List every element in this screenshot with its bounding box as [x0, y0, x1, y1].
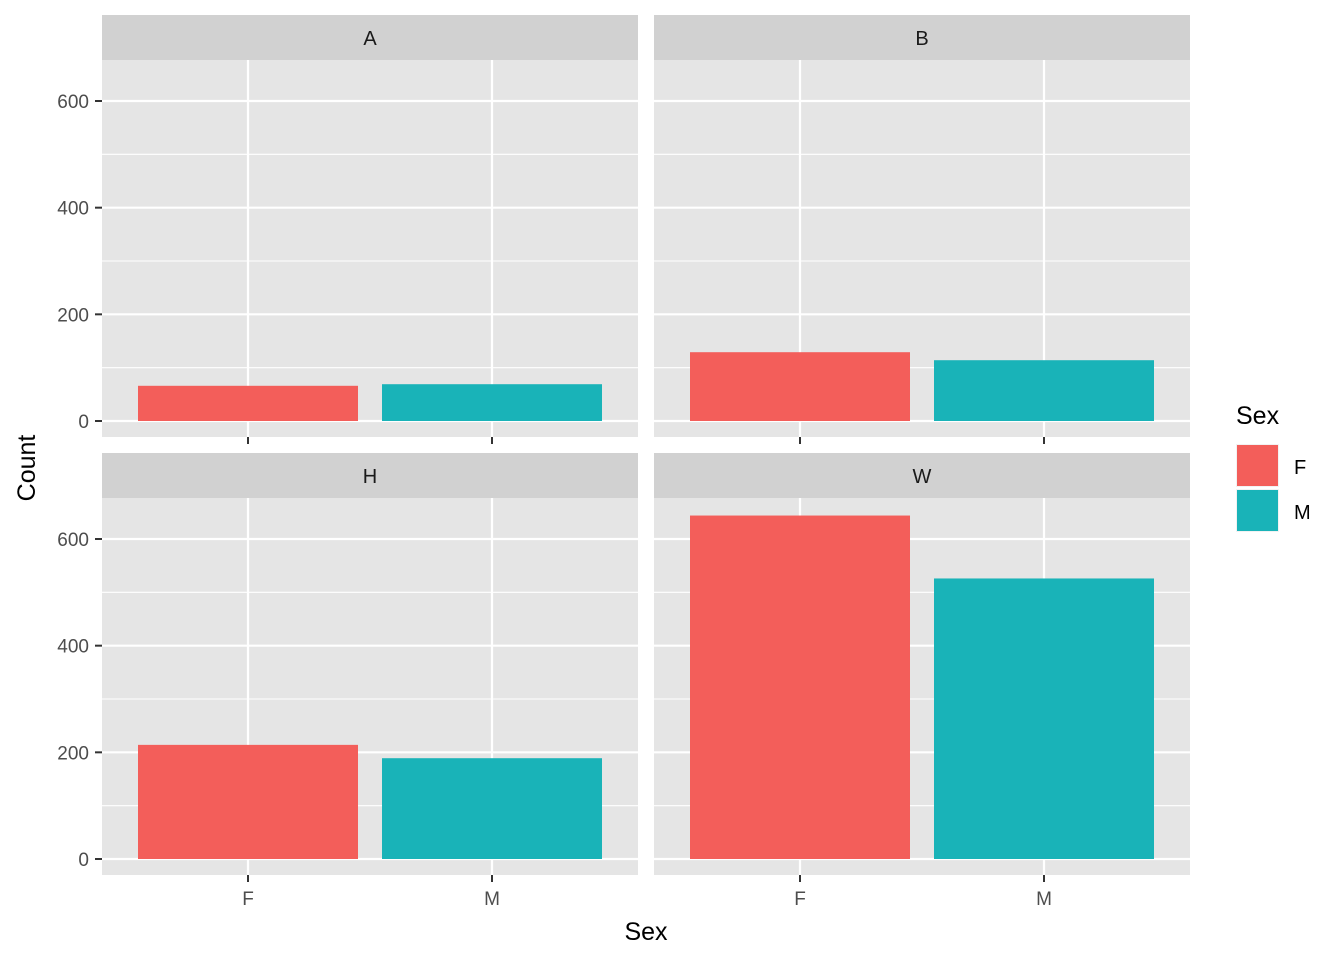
y-tick-label: 600	[57, 530, 89, 551]
y-axis-title: Count	[13, 435, 41, 502]
y-tick-label: 600	[57, 92, 89, 113]
facet-strip	[102, 15, 638, 60]
facet-strip-label: H	[363, 466, 377, 488]
bar-b-f	[690, 352, 910, 421]
facet-panel-a: A	[102, 15, 638, 437]
y-tick-label: 400	[57, 199, 89, 220]
panel-background	[102, 60, 638, 437]
facet-panel-w: W	[654, 453, 1190, 875]
axes: 0 200 400 600 0 200 400 600 F M F M	[57, 92, 1052, 910]
bar-w-m	[934, 578, 1154, 859]
legend-key-m	[1237, 490, 1278, 531]
x-tick-label: M	[1036, 889, 1052, 910]
x-tick-label: F	[242, 889, 254, 910]
facet-strip	[654, 15, 1190, 60]
legend-title: Sex	[1236, 402, 1280, 430]
facet-strip-label: A	[363, 28, 377, 50]
facet-panel-h: H	[102, 453, 638, 875]
facet-strip-label: W	[913, 466, 932, 488]
facet-strip-label: B	[915, 28, 928, 50]
x-axis-title: Sex	[624, 918, 668, 946]
bar-w-f	[690, 515, 910, 859]
x-tick-label: F	[794, 889, 806, 910]
y-tick-label: 0	[78, 850, 89, 871]
facet-strip	[654, 453, 1190, 498]
legend-label: M	[1294, 502, 1311, 524]
x-tick-label: M	[484, 889, 500, 910]
facet-panel-b: B	[654, 15, 1190, 437]
legend-key-f	[1237, 445, 1278, 486]
y-tick-label: 200	[57, 743, 89, 764]
legend: Sex F M	[1236, 402, 1311, 532]
bar-h-m	[382, 758, 602, 859]
legend-label: F	[1294, 457, 1306, 479]
panels: A B H W	[102, 15, 1190, 875]
facet-strip	[102, 453, 638, 498]
bar-b-m	[934, 360, 1154, 421]
y-tick-label: 400	[57, 637, 89, 658]
bar-a-f	[138, 385, 358, 421]
bar-h-f	[138, 744, 358, 859]
bar-a-m	[382, 384, 602, 421]
y-tick-label: 0	[78, 412, 89, 433]
y-tick-label: 200	[57, 305, 89, 326]
